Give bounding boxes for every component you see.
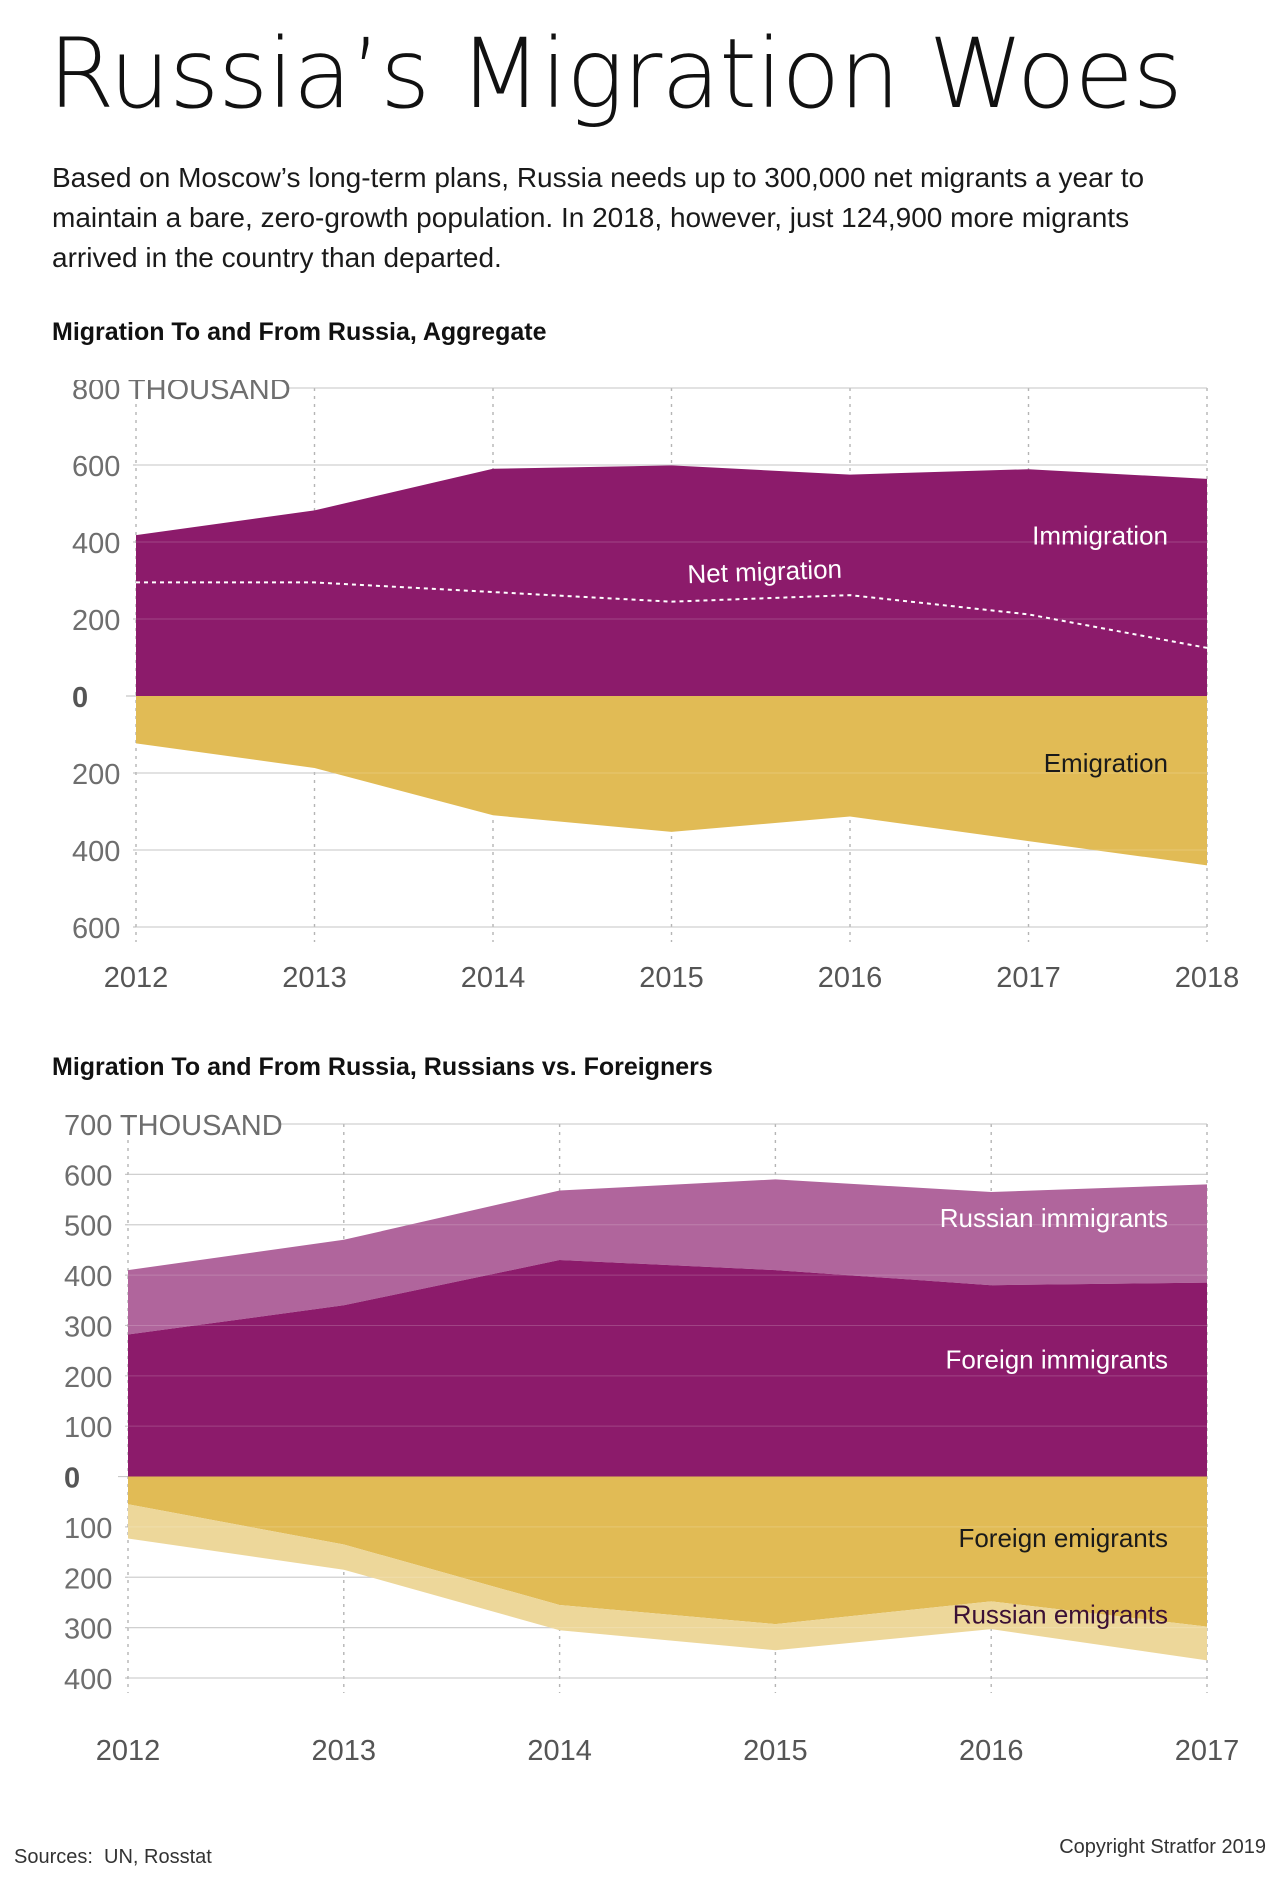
y-tick-label: 200 bbox=[64, 1362, 112, 1394]
page-title: Russia’s Migration Woes bbox=[48, 18, 1183, 130]
tick-label-bg bbox=[68, 830, 133, 864]
y-tick-label: 200 bbox=[64, 1563, 112, 1595]
y-tick-label: 400 bbox=[64, 1261, 112, 1293]
y-tick-label: 600 bbox=[72, 451, 120, 483]
tick-label-bg bbox=[60, 1557, 125, 1592]
x-tick-label: 2014 bbox=[461, 962, 526, 994]
y-tick-label: 600 bbox=[72, 913, 120, 945]
chart-2-title: Migration To and From Russia, Russians v… bbox=[52, 1053, 713, 1081]
tick-label-bg bbox=[68, 599, 133, 633]
x-tick-label: 2015 bbox=[639, 962, 704, 994]
chart-1-title: Migration To and From Russia, Aggregate bbox=[52, 318, 547, 346]
y-tick-label: 100 bbox=[64, 1412, 112, 1444]
net-migration-line bbox=[136, 581, 1208, 649]
x-tick-label: 2012 bbox=[104, 962, 169, 994]
x-tick-label: 2016 bbox=[818, 962, 883, 994]
y-tick-label: 400 bbox=[72, 836, 120, 868]
tick-label-bg bbox=[60, 1305, 125, 1340]
tick-label-bg bbox=[68, 522, 133, 556]
emigration-area bbox=[136, 696, 1207, 866]
russian-immigrants-area bbox=[128, 1179, 1207, 1335]
series-label: Immigration bbox=[1032, 521, 1168, 551]
y-tick-label: 400 bbox=[72, 528, 120, 560]
y-tick-label: 200 bbox=[72, 605, 120, 637]
copyright-note: Copyright Stratfor 2019 bbox=[1059, 1836, 1266, 1858]
x-tick-label: 2015 bbox=[743, 1735, 808, 1767]
y-tick-label: 400 bbox=[64, 1664, 112, 1696]
tick-label-bg bbox=[68, 753, 133, 787]
x-tick-label: 2017 bbox=[996, 962, 1061, 994]
y-tick-label: 800 THOUSAND bbox=[72, 380, 291, 406]
tick-label-bg bbox=[68, 907, 133, 941]
series-label: Russian immigrants bbox=[940, 1203, 1168, 1233]
tick-label-bg bbox=[60, 1658, 125, 1692]
foreign-immigrants-area bbox=[128, 1260, 1207, 1477]
x-tick-label: 2016 bbox=[959, 1735, 1024, 1767]
tick-label-bg bbox=[60, 1204, 125, 1239]
tick-label-bg bbox=[68, 380, 286, 402]
x-tick-label: 2017 bbox=[1175, 1735, 1240, 1767]
y-tick-label: 300 bbox=[64, 1614, 112, 1646]
x-tick-label: 2013 bbox=[312, 1735, 377, 1767]
tick-label-bg bbox=[60, 1406, 125, 1441]
tick-label-bg bbox=[60, 1506, 125, 1541]
tick-label-bg bbox=[60, 1355, 125, 1390]
series-label: Emigration bbox=[1044, 748, 1168, 778]
y-tick-label: 500 bbox=[64, 1211, 112, 1243]
series-label: Russian emigrants bbox=[953, 1600, 1168, 1630]
tick-label-bg bbox=[60, 1456, 91, 1491]
russians-vs-foreigners-chart: 400 300 200 100 0 100 200 300 400 500 600 700 THOUS… bbox=[60, 1110, 1240, 1767]
tick-label-bg bbox=[68, 445, 133, 479]
aggregate-migration-chart: 600 400 200 0 200 400 600 800 THOUSAND 2012 2013 2… bbox=[68, 380, 1240, 994]
series-label: Foreign immigrants bbox=[945, 1344, 1168, 1374]
x-tick-label: 2018 bbox=[1175, 962, 1240, 994]
tick-label-bg bbox=[68, 676, 99, 710]
y-tick-label: 300 bbox=[64, 1311, 112, 1343]
foreign-emigrants-area bbox=[128, 1476, 1207, 1627]
tick-label-bg bbox=[60, 1607, 125, 1642]
russian-emigrants-area bbox=[128, 1504, 1207, 1661]
y-tick-label: 0 bbox=[64, 1463, 80, 1495]
x-tick-label: 2012 bbox=[96, 1735, 161, 1767]
page-subtitle: Based on Moscow’s long-term plans, Russi… bbox=[52, 162, 1145, 273]
y-tick-label: 200 bbox=[72, 759, 120, 791]
series-label: Foreign emigrants bbox=[958, 1523, 1168, 1553]
x-tick-label: 2014 bbox=[527, 1735, 592, 1767]
y-tick-label: 600 bbox=[64, 1160, 112, 1192]
x-tick-label: 2013 bbox=[282, 962, 347, 994]
immigration-area bbox=[136, 465, 1207, 696]
y-tick-label: 100 bbox=[64, 1513, 112, 1545]
tick-label-bg bbox=[60, 1154, 125, 1189]
y-tick-label: 0 bbox=[72, 682, 88, 714]
tick-label-bg bbox=[60, 1255, 125, 1290]
sources-note: Sources: UN, Rosstat bbox=[14, 1846, 212, 1868]
tick-label-bg bbox=[60, 1110, 278, 1138]
series-label: Net migration bbox=[687, 554, 843, 589]
y-tick-label: 700 THOUSAND bbox=[64, 1110, 283, 1142]
